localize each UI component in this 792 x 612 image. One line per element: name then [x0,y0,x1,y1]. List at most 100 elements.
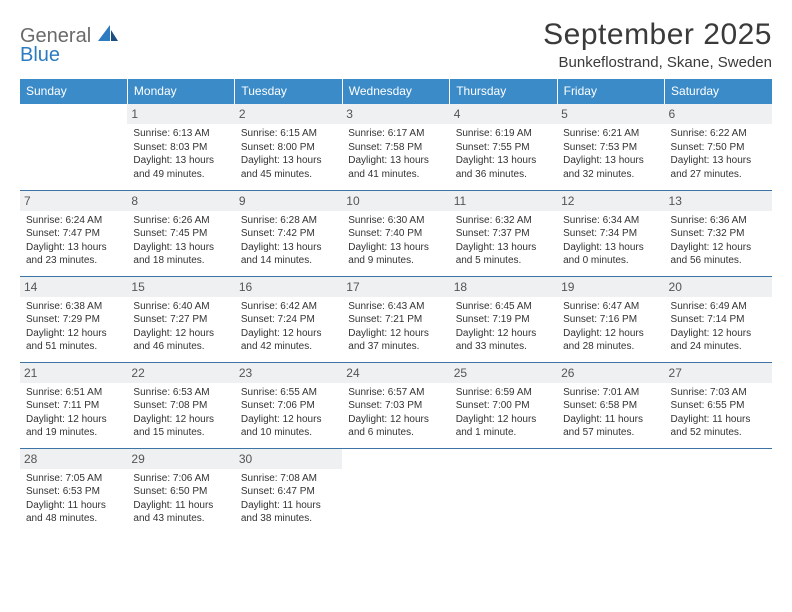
sunrise-line: Sunrise: 7:08 AM [241,472,336,486]
daylight-line: Daylight: 13 hours and 0 minutes. [563,241,658,268]
sunset-line: Sunset: 7:19 PM [456,313,551,327]
day-details: Sunrise: 6:13 AMSunset: 8:03 PMDaylight:… [133,127,228,181]
calendar-empty-cell [665,448,772,534]
daylight-line: Daylight: 12 hours and 42 minutes. [241,327,336,354]
calendar-day-cell: 21 Sunrise: 6:51 AMSunset: 7:11 PMDayligh… [20,362,127,448]
logo-line2: Blue [20,45,120,65]
calendar-day-cell: 26Sunrise: 7:01 AMSunset: 6:58 PMDayligh… [557,362,664,448]
sunrise-line: Sunrise: 7:01 AM [563,386,658,400]
calendar-empty-cell [450,448,557,534]
daylight-line: Daylight: 13 hours and 36 minutes. [456,154,551,181]
sunrise-line: Sunrise: 6:21 AM [563,127,658,141]
sunrise-line: Sunrise: 6:26 AM [133,214,228,228]
calendar-empty-cell [342,448,449,534]
calendar-day-cell: 17Sunrise: 6:43 AMSunset: 7:21 PMDayligh… [342,276,449,362]
day-details: Sunrise: 6:49 AMSunset: 7:14 PMDaylight:… [671,300,766,354]
sunset-line: Sunset: 7:45 PM [133,227,228,241]
daylight-line: Daylight: 11 hours and 52 minutes. [671,413,766,440]
daylight-line: Daylight: 13 hours and 27 minutes. [671,154,766,181]
logo-sail-icon [98,29,120,46]
sunset-line: Sunset: 7:32 PM [671,227,766,241]
calendar-week-row: 1Sunrise: 6:13 AMSunset: 8:03 PMDaylight… [20,104,772,190]
day-details: Sunrise: 7:06 AMSunset: 6:50 PMDaylight:… [133,472,228,526]
calendar-day-cell: 1 Sunrise: 6:13 AMSunset: 8:03 PMDaylight… [127,104,234,190]
day-number: 2 [235,104,342,124]
calendar-day-cell: 3 Sunrise: 6:17 AMSunset: 7:58 PMDaylight… [342,104,449,190]
page-title: September 2025 [543,18,772,52]
day-number: 5 [557,104,664,124]
day-details: Sunrise: 6:24 AMSunset: 7:47 PMDaylight:… [26,214,121,268]
day-number: 15 [127,277,234,297]
sunset-line: Sunset: 6:53 PM [26,485,121,499]
day-details: Sunrise: 6:40 AMSunset: 7:27 PMDaylight:… [133,300,228,354]
daylight-line: Daylight: 11 hours and 48 minutes. [26,499,121,526]
sunset-line: Sunset: 7:37 PM [456,227,551,241]
sunrise-line: Sunrise: 6:19 AM [456,127,551,141]
day-details: Sunrise: 6:43 AMSunset: 7:21 PMDaylight:… [348,300,443,354]
daylight-line: Daylight: 12 hours and 56 minutes. [671,241,766,268]
calendar-day-cell: 6Sunrise: 6:22 AMSunset: 7:50 PMDaylight… [665,104,772,190]
daylight-line: Daylight: 13 hours and 5 minutes. [456,241,551,268]
sunset-line: Sunset: 7:03 PM [348,399,443,413]
calendar-week-row: 14 Sunrise: 6:38 AMSunset: 7:29 PMDayligh… [20,276,772,362]
sunrise-line: Sunrise: 6:40 AM [133,300,228,314]
weekday-header: Tuesday [235,79,342,104]
daylight-line: Daylight: 12 hours and 33 minutes. [456,327,551,354]
sunrise-line: Sunrise: 6:17 AM [348,127,443,141]
daylight-line: Daylight: 12 hours and 6 minutes. [348,413,443,440]
day-number: 14 [20,277,127,297]
sunset-line: Sunset: 7:50 PM [671,141,766,155]
day-number: 4 [450,104,557,124]
day-number: 3 [342,104,449,124]
day-number: 25 [450,363,557,383]
day-details: Sunrise: 6:45 AMSunset: 7:19 PMDaylight:… [456,300,551,354]
sunset-line: Sunset: 7:42 PM [241,227,336,241]
day-details: Sunrise: 6:17 AMSunset: 7:58 PMDaylight:… [348,127,443,181]
sunrise-line: Sunrise: 6:57 AM [348,386,443,400]
sunrise-line: Sunrise: 6:45 AM [456,300,551,314]
day-number: 21 [20,363,127,383]
sunrise-line: Sunrise: 7:05 AM [26,472,121,486]
day-details: Sunrise: 6:38 AMSunset: 7:29 PMDaylight:… [26,300,121,354]
daylight-line: Daylight: 13 hours and 14 minutes. [241,241,336,268]
sunset-line: Sunset: 7:40 PM [348,227,443,241]
day-number: 29 [127,449,234,469]
sunrise-line: Sunrise: 6:13 AM [133,127,228,141]
sunset-line: Sunset: 8:00 PM [241,141,336,155]
location: Bunkeflostrand, Skane, Sweden [543,54,772,71]
day-details: Sunrise: 6:51 AMSunset: 7:11 PMDaylight:… [26,386,121,440]
sunset-line: Sunset: 8:03 PM [133,141,228,155]
day-details: Sunrise: 7:01 AMSunset: 6:58 PMDaylight:… [563,386,658,440]
day-details: Sunrise: 6:28 AMSunset: 7:42 PMDaylight:… [241,214,336,268]
daylight-line: Daylight: 13 hours and 41 minutes. [348,154,443,181]
calendar-day-cell: 10Sunrise: 6:30 AMSunset: 7:40 PMDayligh… [342,190,449,276]
day-details: Sunrise: 6:21 AMSunset: 7:53 PMDaylight:… [563,127,658,181]
day-details: Sunrise: 6:59 AMSunset: 7:00 PMDaylight:… [456,386,551,440]
calendar-day-cell: 4 Sunrise: 6:19 AMSunset: 7:55 PMDaylight… [450,104,557,190]
sunrise-line: Sunrise: 6:34 AM [563,214,658,228]
sunset-line: Sunset: 7:27 PM [133,313,228,327]
sunset-line: Sunset: 7:24 PM [241,313,336,327]
day-number: 1 [127,104,234,124]
sunset-line: Sunset: 7:16 PM [563,313,658,327]
calendar-day-cell: 20Sunrise: 6:49 AMSunset: 7:14 PMDayligh… [665,276,772,362]
calendar-day-cell: 16Sunrise: 6:42 AMSunset: 7:24 PMDayligh… [235,276,342,362]
daylight-line: Daylight: 11 hours and 57 minutes. [563,413,658,440]
weekday-header: Wednesday [342,79,449,104]
daylight-line: Daylight: 12 hours and 19 minutes. [26,413,121,440]
calendar-day-cell: 23Sunrise: 6:55 AMSunset: 7:06 PMDayligh… [235,362,342,448]
day-details: Sunrise: 6:53 AMSunset: 7:08 PMDaylight:… [133,386,228,440]
sunset-line: Sunset: 7:00 PM [456,399,551,413]
day-details: Sunrise: 6:19 AMSunset: 7:55 PMDaylight:… [456,127,551,181]
sunset-line: Sunset: 6:47 PM [241,485,336,499]
sunset-line: Sunset: 7:47 PM [26,227,121,241]
daylight-line: Daylight: 13 hours and 49 minutes. [133,154,228,181]
sunrise-line: Sunrise: 6:47 AM [563,300,658,314]
calendar-day-cell: 19Sunrise: 6:47 AMSunset: 7:16 PMDayligh… [557,276,664,362]
day-details: Sunrise: 6:55 AMSunset: 7:06 PMDaylight:… [241,386,336,440]
day-number: 28 [20,449,127,469]
sunrise-line: Sunrise: 6:15 AM [241,127,336,141]
calendar-day-cell: 13Sunrise: 6:36 AMSunset: 7:32 PMDayligh… [665,190,772,276]
sunrise-line: Sunrise: 6:42 AM [241,300,336,314]
calendar-day-cell: 22Sunrise: 6:53 AMSunset: 7:08 PMDayligh… [127,362,234,448]
